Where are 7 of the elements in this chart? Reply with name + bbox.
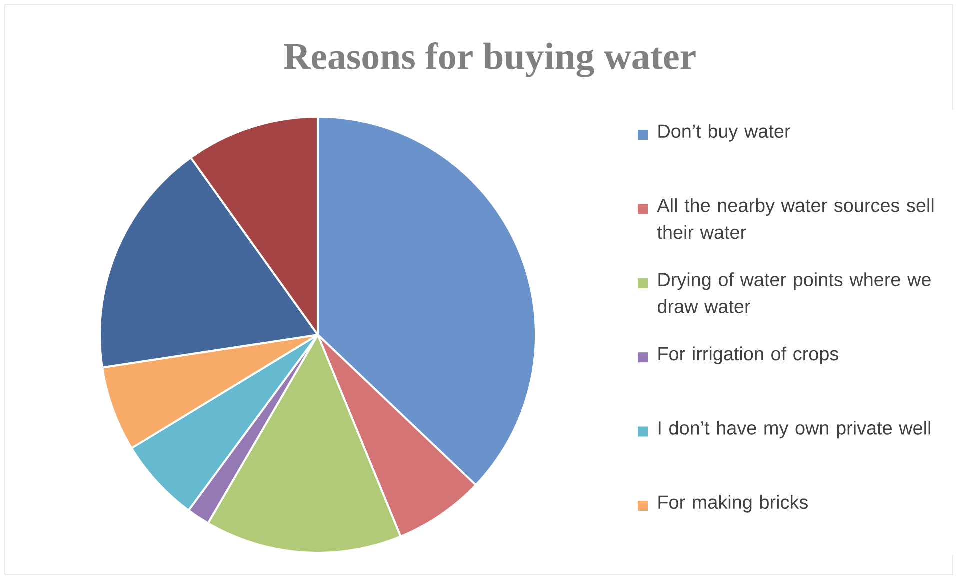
legend-label: Don’t buy water [658,124,790,142]
legend-label: Drying of water points where we draw water [658,272,931,314]
legend-label: I don’t have my own private well [658,420,930,439]
legend-label: For making bricks [658,495,808,513]
legend-label: All the nearby water sources sell their water [657,198,934,240]
legend-label: For irrigation of crops [658,346,838,364]
chart-title: Reasons for buying water [284,42,696,78]
